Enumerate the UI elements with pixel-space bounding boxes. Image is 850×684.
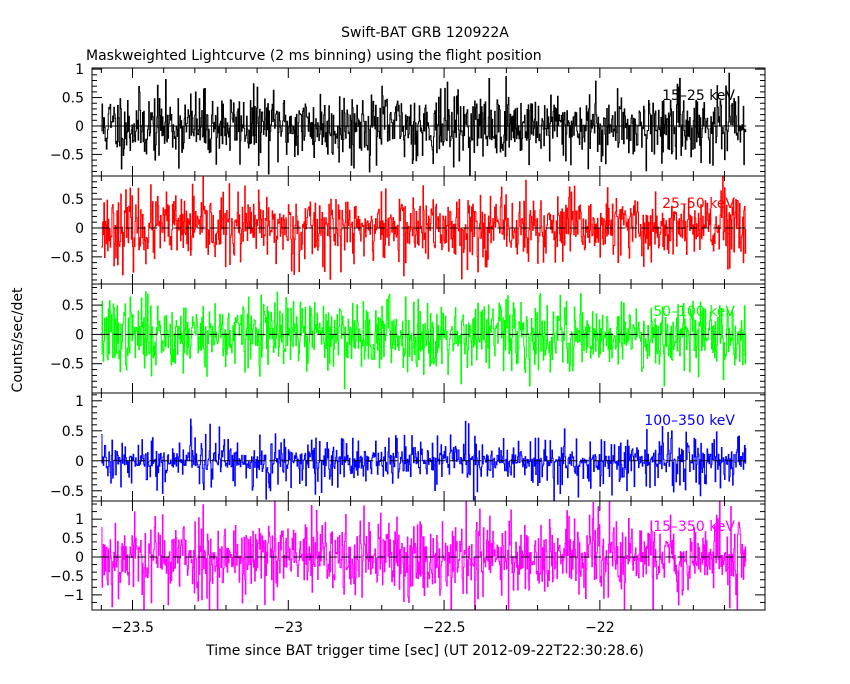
band-label: 15–25 keV — [662, 88, 735, 104]
band-label: 50–100 keV — [653, 304, 735, 320]
y-tick-label: −0.5 — [50, 484, 84, 500]
panel-2: −0.5 0 0.5 50–100 keV — [50, 283, 766, 394]
y-tick-label: −0.5 — [50, 250, 84, 266]
panel-3: −0.5 0 0.5 1 100–350 keV — [50, 392, 766, 502]
y-tick-label: 0 — [75, 454, 84, 470]
x-axis-label: Time since BAT trigger time [sec] (UT 20… — [205, 643, 644, 659]
lightcurve-series — [101, 418, 747, 501]
y-tick-label: 0.5 — [62, 424, 84, 440]
lightcurve-series — [101, 72, 747, 176]
y-tick-label: 1 — [75, 394, 84, 410]
y-tick-label: 1 — [75, 512, 84, 528]
y-tick-label: 0.5 — [62, 192, 84, 208]
panel-frame — [91, 392, 766, 502]
y-tick-label: 0 — [75, 221, 84, 237]
x-tick-label: −22 — [585, 620, 615, 636]
chart-subtitle: Maskweighted Lightcurve (2 ms binning) u… — [86, 48, 542, 64]
y-tick-label: 0.5 — [62, 531, 84, 547]
y-tick-label: −0.5 — [50, 569, 84, 585]
lightcurve-series — [101, 291, 747, 390]
y-tick-label: 1 — [75, 62, 84, 78]
y-tick-label: −0.5 — [50, 357, 84, 373]
y-tick-label: 0.5 — [62, 298, 84, 314]
y-tick-label: −0.5 — [50, 147, 84, 163]
y-tick-label: 0 — [75, 550, 84, 566]
chart-title: Swift-BAT GRB 120922A — [341, 25, 509, 41]
band-label: 15–350 keV — [653, 519, 735, 535]
y-axis-label: Counts/sec/det — [10, 287, 26, 392]
panel-0: −0.5 0 0.5 1 15–25 keV — [50, 62, 766, 177]
y-tick-label: 0 — [75, 327, 84, 343]
y-tick-label: 0 — [75, 119, 84, 135]
x-tick-label: −23.5 — [111, 620, 154, 636]
lightcurve-series — [101, 176, 747, 280]
lightcurve-series — [101, 500, 747, 611]
band-label: 100–350 keV — [644, 413, 735, 429]
panel-1: −0.5 0 0.5 25–50 keV — [50, 175, 766, 285]
panel-4: −1 −0.5 0 0.5 1 15–350 keV — [50, 500, 766, 611]
x-tick-label: −23 — [274, 620, 304, 636]
y-tick-label: −1 — [63, 588, 84, 604]
panel-frame — [91, 500, 766, 611]
band-label: 25–50 keV — [662, 196, 735, 212]
x-tick-label: −22.5 — [423, 620, 466, 636]
y-tick-label: 0.5 — [62, 91, 84, 107]
